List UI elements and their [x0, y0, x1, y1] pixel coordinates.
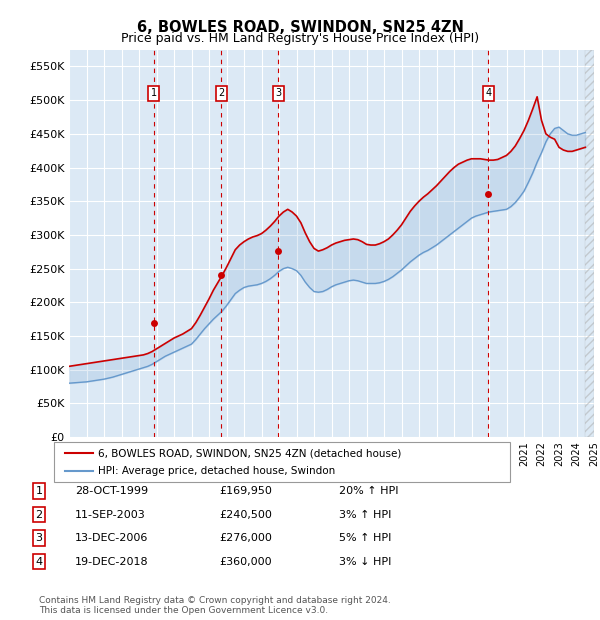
- Text: 19-DEC-2018: 19-DEC-2018: [75, 557, 149, 567]
- Text: Contains HM Land Registry data © Crown copyright and database right 2024.
This d: Contains HM Land Registry data © Crown c…: [39, 596, 391, 615]
- Text: £169,950: £169,950: [219, 486, 272, 496]
- Text: 2: 2: [218, 89, 224, 99]
- Text: 3: 3: [35, 533, 43, 543]
- Text: 6, BOWLES ROAD, SWINDON, SN25 4ZN: 6, BOWLES ROAD, SWINDON, SN25 4ZN: [137, 20, 463, 35]
- Text: 3% ↓ HPI: 3% ↓ HPI: [339, 557, 391, 567]
- Text: 4: 4: [485, 89, 491, 99]
- Text: 11-SEP-2003: 11-SEP-2003: [75, 510, 146, 520]
- Text: £360,000: £360,000: [219, 557, 272, 567]
- Bar: [585, 50, 594, 437]
- Text: 3: 3: [275, 89, 281, 99]
- Text: 13-DEC-2006: 13-DEC-2006: [75, 533, 148, 543]
- Text: 1: 1: [151, 89, 157, 99]
- Text: 6, BOWLES ROAD, SWINDON, SN25 4ZN (detached house): 6, BOWLES ROAD, SWINDON, SN25 4ZN (detac…: [98, 448, 401, 458]
- Text: HPI: Average price, detached house, Swindon: HPI: Average price, detached house, Swin…: [98, 466, 335, 476]
- Text: 28-OCT-1999: 28-OCT-1999: [75, 486, 148, 496]
- Text: £240,500: £240,500: [219, 510, 272, 520]
- Text: £276,000: £276,000: [219, 533, 272, 543]
- Text: Price paid vs. HM Land Registry's House Price Index (HPI): Price paid vs. HM Land Registry's House …: [121, 32, 479, 45]
- Text: 4: 4: [35, 557, 43, 567]
- Text: 3% ↑ HPI: 3% ↑ HPI: [339, 510, 391, 520]
- Text: 5% ↑ HPI: 5% ↑ HPI: [339, 533, 391, 543]
- Text: 2: 2: [35, 510, 43, 520]
- Text: 1: 1: [35, 486, 43, 496]
- Text: 20% ↑ HPI: 20% ↑ HPI: [339, 486, 398, 496]
